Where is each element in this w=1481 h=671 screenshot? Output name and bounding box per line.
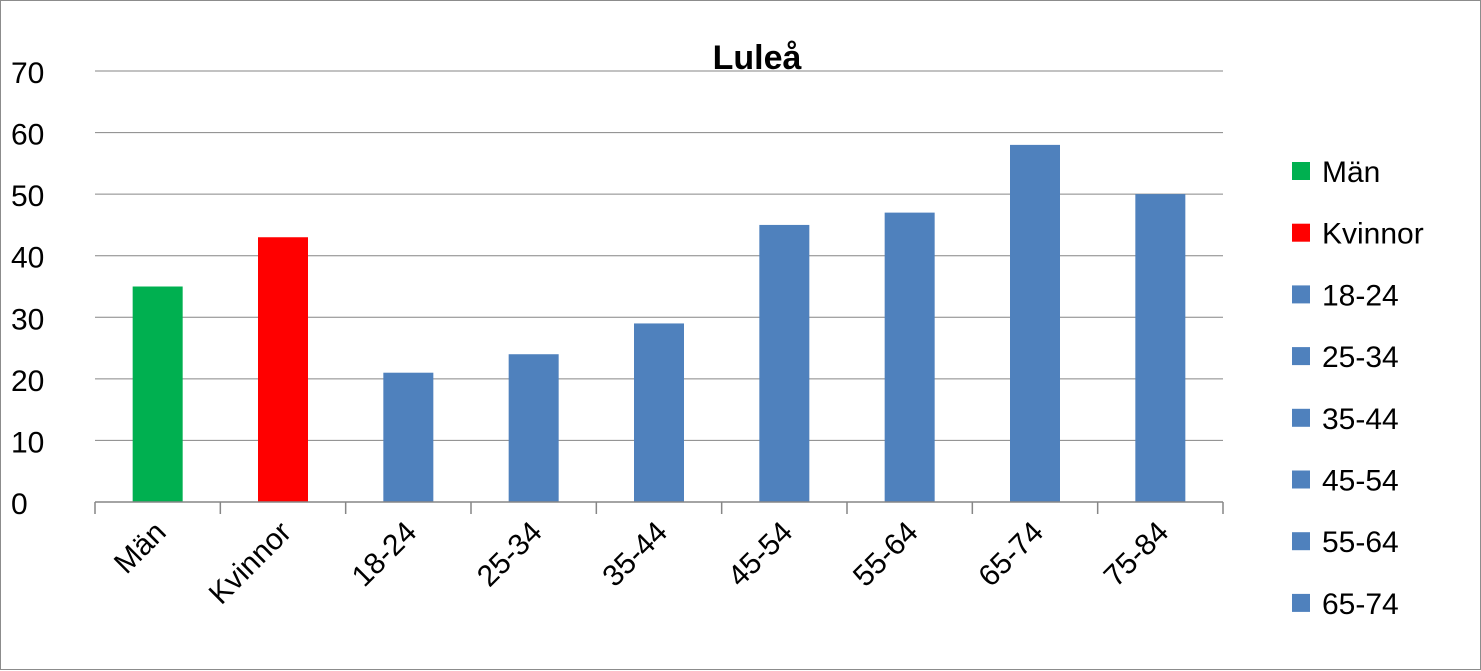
legend-label: 45-54 xyxy=(1322,465,1399,498)
legend-label: 25-34 xyxy=(1322,341,1399,374)
legend-item: Kvinnor xyxy=(1292,218,1424,251)
bar-18-24 xyxy=(383,372,434,502)
x-tick-label: 35-44 xyxy=(596,516,674,594)
legend-label: 35-44 xyxy=(1322,403,1399,436)
legend-swatch xyxy=(1292,162,1310,180)
x-tick-label: Kvinnor xyxy=(203,516,298,611)
legend-item: 55-64 xyxy=(1292,526,1399,559)
bar-35-44 xyxy=(634,323,684,502)
x-tick-label: 18-24 xyxy=(346,516,424,594)
legend-label: 55-64 xyxy=(1322,526,1399,559)
legend-swatch xyxy=(1292,347,1310,366)
bar-män xyxy=(132,286,183,502)
legend-swatch xyxy=(1292,470,1310,489)
bar-kvinnor xyxy=(258,237,308,502)
legend-item: 45-54 xyxy=(1292,465,1399,498)
legend-label: 65-74 xyxy=(1322,588,1399,621)
y-tick-label: 40 xyxy=(11,242,44,275)
legend-label: Kvinnor xyxy=(1322,218,1424,251)
y-tick-label: 60 xyxy=(11,119,44,152)
x-tick-label: Män xyxy=(108,516,173,581)
x-axis xyxy=(94,501,1224,514)
y-tick-label: 50 xyxy=(11,180,44,213)
y-tick-label: 10 xyxy=(11,426,44,459)
y-axis-tick-labels: 0 10 20 30 40 50 60 70 xyxy=(11,57,44,521)
legend-item: 65-74 xyxy=(1292,588,1399,621)
bar-75-84 xyxy=(1135,194,1186,502)
legend-label: Män xyxy=(1322,156,1380,189)
legend-item: Män xyxy=(1292,156,1380,189)
x-tick-label: 65-74 xyxy=(972,516,1050,594)
legend-swatch xyxy=(1292,593,1310,612)
legend-label: 18-24 xyxy=(1322,279,1399,312)
bar-65-74 xyxy=(1010,144,1060,502)
y-tick-label: 0 xyxy=(11,488,28,521)
x-tick-label: 55-64 xyxy=(847,516,925,594)
legend-swatch xyxy=(1292,285,1310,304)
bar-25-34 xyxy=(508,354,559,502)
x-tick-label: 25-34 xyxy=(471,516,549,594)
legend-item: 18-24 xyxy=(1292,279,1399,312)
bar-45-54 xyxy=(759,224,810,502)
bars xyxy=(132,144,1186,502)
legend: Män Kvinnor 18-24 25-34 35-44 45-54 55-64 65-74 xyxy=(1292,156,1424,621)
legend-item: 25-34 xyxy=(1292,341,1399,374)
legend-swatch xyxy=(1292,408,1310,427)
legend-swatch xyxy=(1292,532,1310,551)
y-tick-label: 30 xyxy=(11,303,44,336)
x-tick-label: 45-54 xyxy=(722,516,800,594)
x-axis-tick-labels: Män Kvinnor 18-24 25-34 35-44 45-54 55-64 65-74… xyxy=(108,516,1175,611)
legend-item: 35-44 xyxy=(1292,403,1399,436)
x-tick-label: 75-84 xyxy=(1098,516,1176,594)
y-tick-label: 70 xyxy=(11,57,44,90)
bar-55-64 xyxy=(884,212,935,502)
y-tick-label: 20 xyxy=(11,365,44,398)
legend-swatch xyxy=(1292,223,1310,242)
